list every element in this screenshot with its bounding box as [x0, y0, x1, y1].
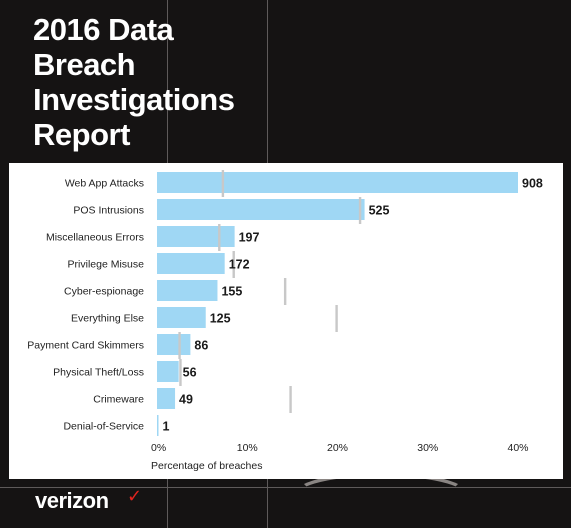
data-label: 1: [163, 420, 170, 434]
category-label: Physical Theft/Loss: [53, 367, 144, 379]
bar: [157, 415, 159, 436]
comparison-marker: [232, 251, 235, 278]
category-label: Privilege Misuse: [68, 259, 145, 271]
category-label: Web App Attacks: [65, 178, 144, 190]
x-tick-label: 40%: [507, 442, 528, 454]
chart-panel: Web App Attacks 908 POS Intrusions 525 Misce…: [9, 163, 563, 479]
category-label: Denial-of-Service: [63, 421, 144, 433]
comparison-marker: [335, 305, 338, 332]
bar: [157, 307, 206, 328]
data-label: 49: [179, 393, 193, 407]
data-label: 197: [239, 231, 260, 245]
verizon-logo-text: verizon: [35, 488, 109, 513]
comparison-marker: [218, 224, 221, 251]
bar: [157, 253, 225, 274]
data-label: 56: [183, 366, 197, 380]
comparison-marker: [221, 170, 225, 197]
category-label: Cyber-espionage: [64, 286, 144, 298]
background-ring-shape: [292, 472, 470, 520]
x-tick-label: 20%: [327, 442, 348, 454]
data-label: 125: [210, 312, 231, 326]
comparison-marker: [179, 359, 182, 386]
report-title: 2016 Data Breach Investigations Report: [33, 12, 235, 152]
breach-pattern-bar-chart: Web App Attacks 908 POS Intrusions 525 Misce…: [27, 170, 543, 472]
category-label: Crimeware: [93, 394, 144, 406]
bar: [157, 172, 518, 193]
data-label: 525: [369, 204, 390, 218]
x-tick-label: 10%: [237, 442, 258, 454]
background-grid-horizontal: [0, 487, 571, 488]
bar: [157, 361, 179, 382]
comparison-marker: [289, 386, 292, 413]
comparison-marker: [178, 332, 181, 359]
x-tick-label: 30%: [417, 442, 438, 454]
category-label: POS Intrusions: [73, 205, 144, 217]
bar: [157, 226, 235, 247]
verizon-checkmark-icon: ✓: [127, 486, 143, 506]
bar: [157, 334, 191, 355]
data-label: 155: [221, 285, 242, 299]
category-label: Miscellaneous Errors: [46, 232, 144, 244]
bar: [157, 280, 218, 301]
data-label: 172: [229, 258, 250, 272]
category-label: Payment Card Skimmers: [27, 340, 144, 352]
bar: [157, 388, 176, 409]
x-axis-title: Percentage of breaches: [151, 460, 263, 472]
data-label: 908: [522, 177, 543, 191]
comparison-marker: [358, 197, 362, 224]
bar: [157, 199, 365, 220]
data-label: 86: [194, 339, 208, 353]
comparison-marker: [283, 278, 287, 305]
category-label: Everything Else: [71, 313, 144, 325]
x-tick-label: 0%: [151, 442, 166, 454]
